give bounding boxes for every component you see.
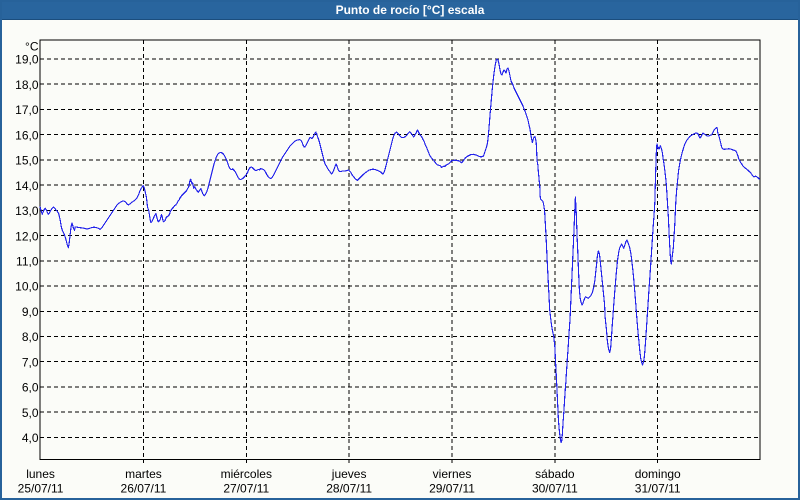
svg-text:4,0: 4,0 xyxy=(22,431,39,445)
svg-text:18,0: 18,0 xyxy=(15,78,39,92)
svg-text:domingo: domingo xyxy=(635,467,681,481)
svg-text:25/07/11: 25/07/11 xyxy=(18,482,64,496)
svg-text:28/07/11: 28/07/11 xyxy=(326,482,372,496)
svg-text:sábado: sábado xyxy=(535,467,575,481)
svg-text:10,0: 10,0 xyxy=(15,280,39,294)
svg-text:15,0: 15,0 xyxy=(15,154,39,168)
svg-text:lunes: lunes xyxy=(26,467,55,481)
svg-text:16,0: 16,0 xyxy=(15,128,39,142)
svg-text:7,0: 7,0 xyxy=(22,355,39,369)
svg-text:27/07/11: 27/07/11 xyxy=(223,482,269,496)
svg-text:12,0: 12,0 xyxy=(15,229,39,243)
svg-text:29/07/11: 29/07/11 xyxy=(429,482,475,496)
svg-text:19,0: 19,0 xyxy=(15,53,39,67)
svg-text:26/07/11: 26/07/11 xyxy=(121,482,167,496)
svg-text:8,0: 8,0 xyxy=(22,330,39,344)
svg-text:9,0: 9,0 xyxy=(22,305,39,319)
svg-text:miércoles: miércoles xyxy=(221,467,272,481)
svg-text:5,0: 5,0 xyxy=(22,406,39,420)
svg-text:11,0: 11,0 xyxy=(16,255,39,269)
svg-text:viernes: viernes xyxy=(433,467,472,481)
svg-text:martes: martes xyxy=(125,467,162,481)
svg-text:30/07/11: 30/07/11 xyxy=(532,482,578,496)
svg-text:31/07/11: 31/07/11 xyxy=(635,482,681,496)
svg-text:14,0: 14,0 xyxy=(15,179,39,193)
svg-text:°C: °C xyxy=(25,40,39,54)
svg-text:jueves: jueves xyxy=(331,467,367,481)
svg-text:13,0: 13,0 xyxy=(15,204,39,218)
svg-text:17,0: 17,0 xyxy=(15,103,39,117)
svg-text:6,0: 6,0 xyxy=(22,381,39,395)
